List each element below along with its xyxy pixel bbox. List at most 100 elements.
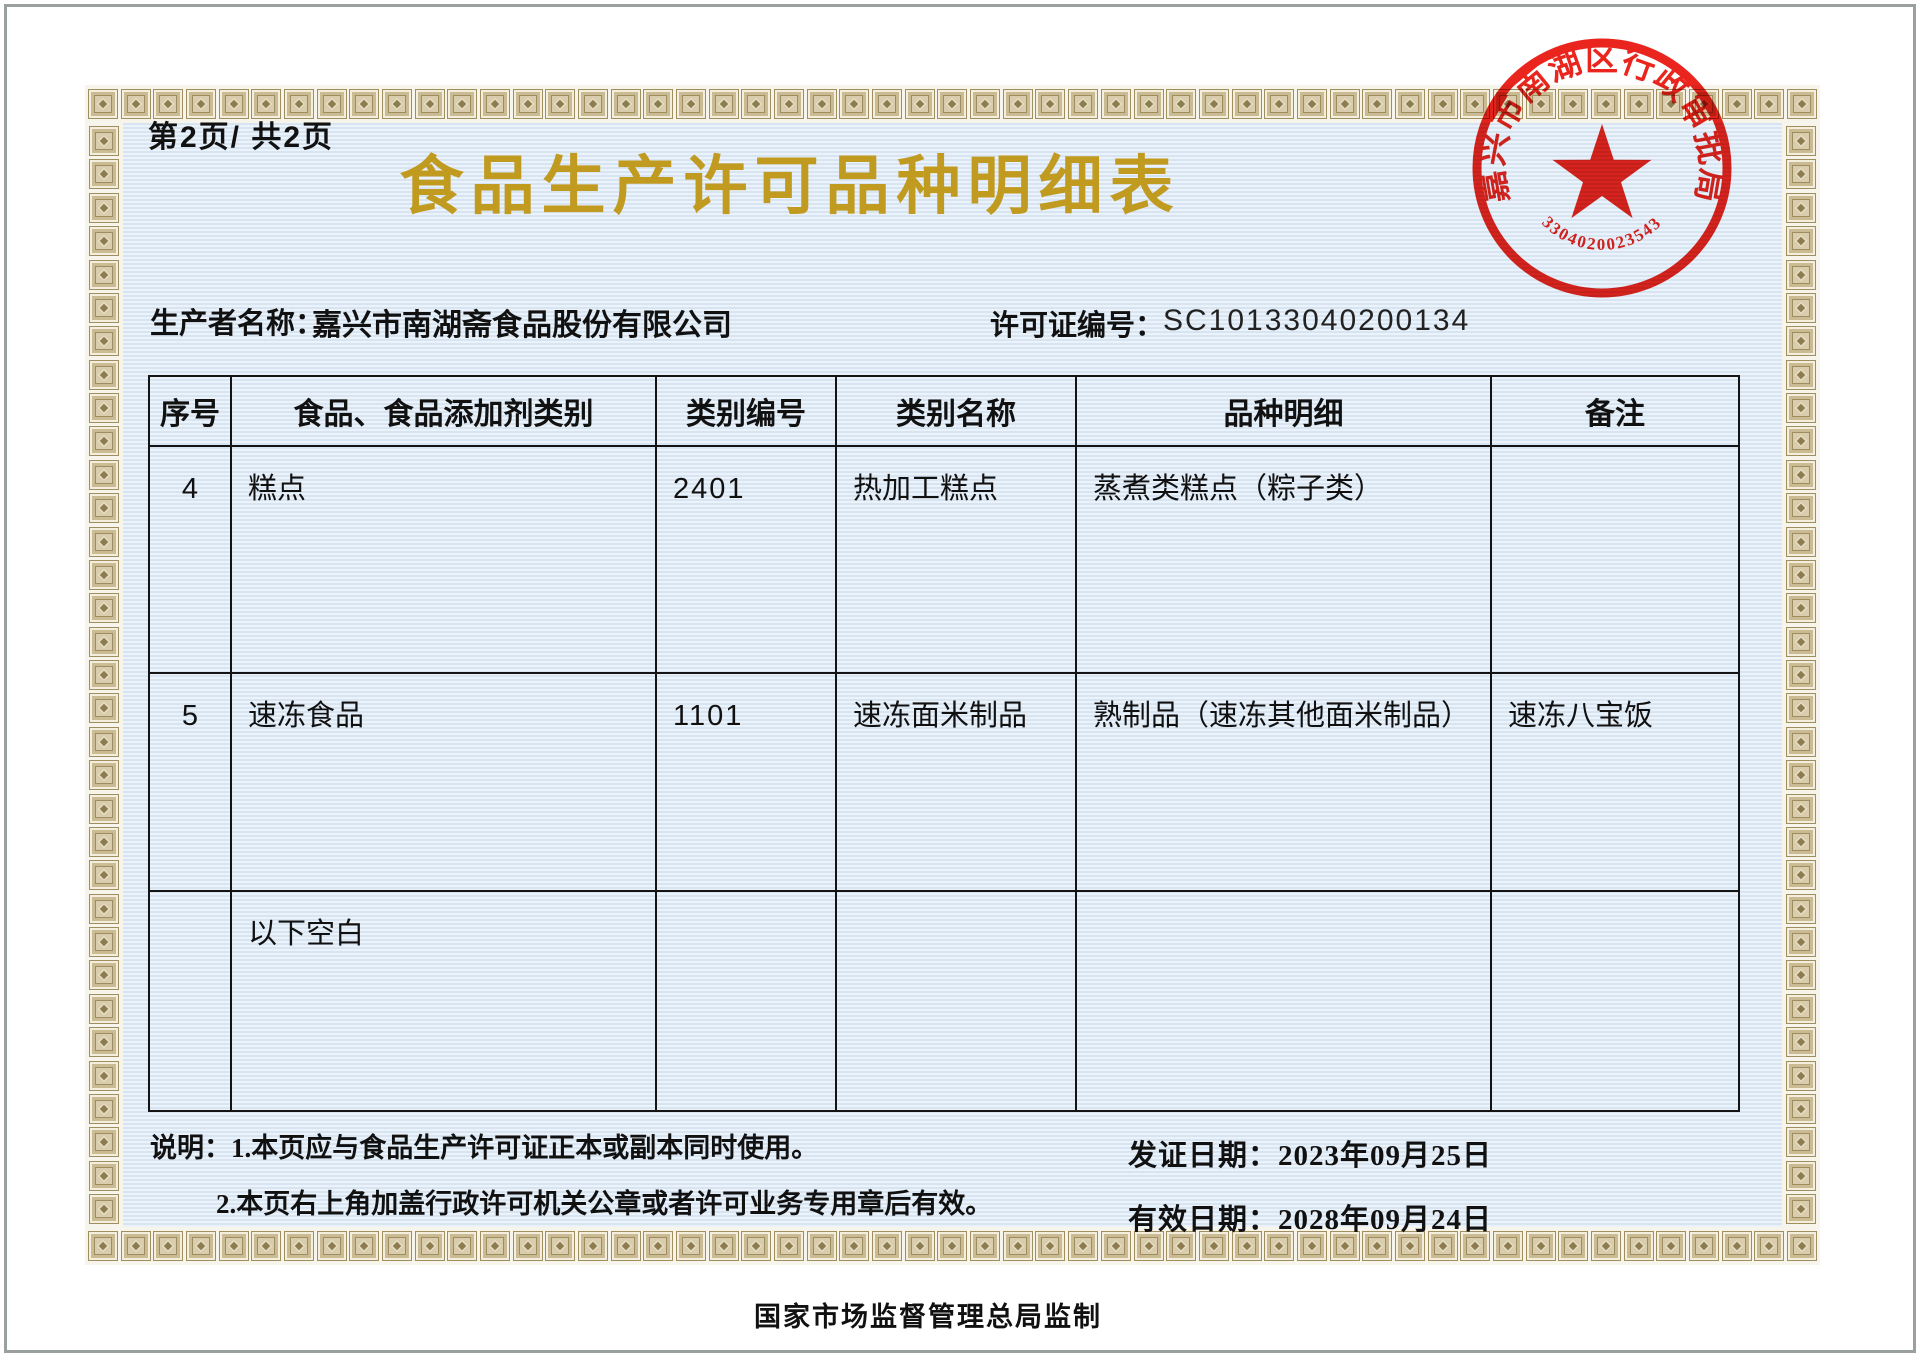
border-tile-ornament	[1786, 359, 1816, 390]
border-tile-ornament	[1525, 89, 1556, 119]
border-tile-ornament	[970, 89, 1001, 119]
border-tile-ornament	[89, 259, 119, 290]
border-tile-ornament	[1786, 726, 1816, 757]
border-tile-ornament	[512, 1231, 543, 1261]
stamp-ring	[1472, 38, 1732, 298]
border-tile-ornament	[1786, 459, 1816, 490]
border-tile-ornament	[1786, 1194, 1816, 1224]
header-code: 类别编号	[655, 375, 837, 447]
border-tile-ornament	[741, 89, 772, 119]
border-tile-ornament	[741, 1231, 772, 1261]
border-tile-ornament	[89, 1093, 119, 1124]
border-tile-ornament	[1786, 393, 1816, 423]
border-tile-ornament	[1394, 89, 1425, 119]
border-tile-ornament	[89, 426, 119, 457]
border-tile-ornament	[545, 89, 576, 119]
border-tile-ornament	[1035, 1231, 1066, 1261]
border-tile-ornament	[349, 89, 380, 119]
border-tile-ornament	[153, 1231, 184, 1261]
border-tile-ornament	[1786, 826, 1816, 857]
border-tile-ornament	[578, 89, 609, 119]
border-tile-ornament	[89, 1194, 119, 1224]
cell-seq	[148, 890, 232, 1112]
border-tile-ornament	[1492, 1231, 1523, 1261]
border-tile-ornament	[89, 793, 119, 824]
border-tile-ornament	[1231, 89, 1262, 119]
border-tile-ornament	[578, 1231, 609, 1261]
border-tile-ornament	[480, 89, 511, 119]
border-tile-ornament	[349, 1231, 380, 1261]
border-tile-ornament	[316, 1231, 347, 1261]
border-tile-ornament	[89, 159, 119, 190]
border-tile-ornament	[284, 1231, 315, 1261]
table-row: 5 速冻食品 1101 速冻面米制品 熟制品（速冻其他面米制品） 速冻八宝饭	[148, 672, 1740, 892]
approval-stamp: 嘉兴市南湖区行政审批局 3304020023543	[1472, 38, 1732, 298]
stamp-serial: 3304020023543	[1538, 212, 1663, 254]
border-tile-ornament	[1786, 292, 1816, 323]
cell-remark	[1490, 890, 1740, 1112]
border-tile-ornament	[872, 1231, 903, 1261]
border-tile-ornament	[89, 1060, 119, 1091]
border-tile-ornament	[1525, 1231, 1556, 1261]
border-tile-ornament	[89, 1160, 119, 1191]
border-tile-ornament	[1786, 126, 1816, 156]
border-tile-ornament	[186, 89, 217, 119]
border-tile-ornament	[1198, 89, 1229, 119]
cell-seq: 4	[148, 445, 232, 674]
issuing-authority-footer: 国家市场监督管理总局监制	[754, 1302, 1102, 1332]
cell-category: 糕点	[230, 445, 657, 674]
border-tile-ornament	[1786, 159, 1816, 190]
header-name: 类别名称	[835, 375, 1077, 447]
producer-name: 嘉兴市南湖斋食品股份有限公司	[312, 309, 732, 342]
note-line-1: 说明：1.本页应与食品生产许可证正本或副本同时使用。	[150, 1133, 819, 1163]
border-tile-ornament	[89, 1127, 119, 1158]
border-tile-ornament	[1786, 326, 1816, 357]
border-tile-ornament	[89, 993, 119, 1024]
border-tile-ornament	[610, 89, 641, 119]
cell-remark	[1490, 445, 1740, 674]
border-tile-ornament	[153, 89, 184, 119]
valid-date: 有效日期：2028年09月24日	[1128, 1204, 1493, 1236]
border-tile-ornament	[1786, 1160, 1816, 1191]
border-tile-ornament	[1100, 1231, 1131, 1261]
border-tile-ornament	[1329, 89, 1360, 119]
border-tile-ornament	[1786, 660, 1816, 690]
border-tile-ornament	[382, 89, 413, 119]
border-tile-ornament	[120, 89, 151, 119]
border-tile-ornament	[676, 89, 707, 119]
border-tile-ornament	[1558, 89, 1589, 119]
border-tile-ornament	[89, 326, 119, 357]
border-tile-ornament	[1558, 1231, 1589, 1261]
border-tile-ornament	[1656, 89, 1687, 119]
border-tile-ornament	[88, 1231, 118, 1261]
border-tile-ornament	[89, 226, 119, 257]
border-tile-ornament	[1786, 259, 1816, 290]
border-tile-ornament	[1786, 192, 1816, 223]
border-tile-ornament	[1786, 89, 1817, 119]
info-line: 生产者名称： 嘉兴市南湖斋食品股份有限公司 许可证编号： SC101330402…	[0, 300, 1920, 344]
border-tile-ornament	[1002, 89, 1033, 119]
border-tile-ornament	[1035, 89, 1066, 119]
border-tile-ornament	[89, 726, 119, 757]
license-detail-table: 序号 食品、食品添加剂类别 类别编号 类别名称 品种明细 备注 4 糕点 240…	[148, 375, 1740, 1112]
border-tile-ornament	[1231, 1231, 1262, 1261]
border-tile-ornament	[1786, 526, 1816, 557]
border-tile-ornament	[1362, 1231, 1393, 1261]
cell-category: 以下空白	[230, 890, 657, 1112]
border-tile-ornament	[89, 359, 119, 390]
border-tile-ornament	[610, 1231, 641, 1261]
border-tile-ornament	[1786, 760, 1816, 791]
border-tile-ornament	[676, 1231, 707, 1261]
border-tile-ornament	[1754, 89, 1785, 119]
page-indicator: 第2页/ 共2页	[148, 121, 335, 154]
border-tile-ornament	[643, 89, 674, 119]
border-tile-ornament	[447, 1231, 478, 1261]
table-row: 以下空白	[148, 890, 1740, 1112]
star-icon	[1552, 124, 1652, 219]
border-tile-ornament	[89, 292, 119, 323]
border-tile-ornament	[89, 860, 119, 891]
decorative-border-top	[85, 85, 1820, 123]
border-tile-ornament	[1264, 1231, 1295, 1261]
border-tile-ornament	[512, 89, 543, 119]
